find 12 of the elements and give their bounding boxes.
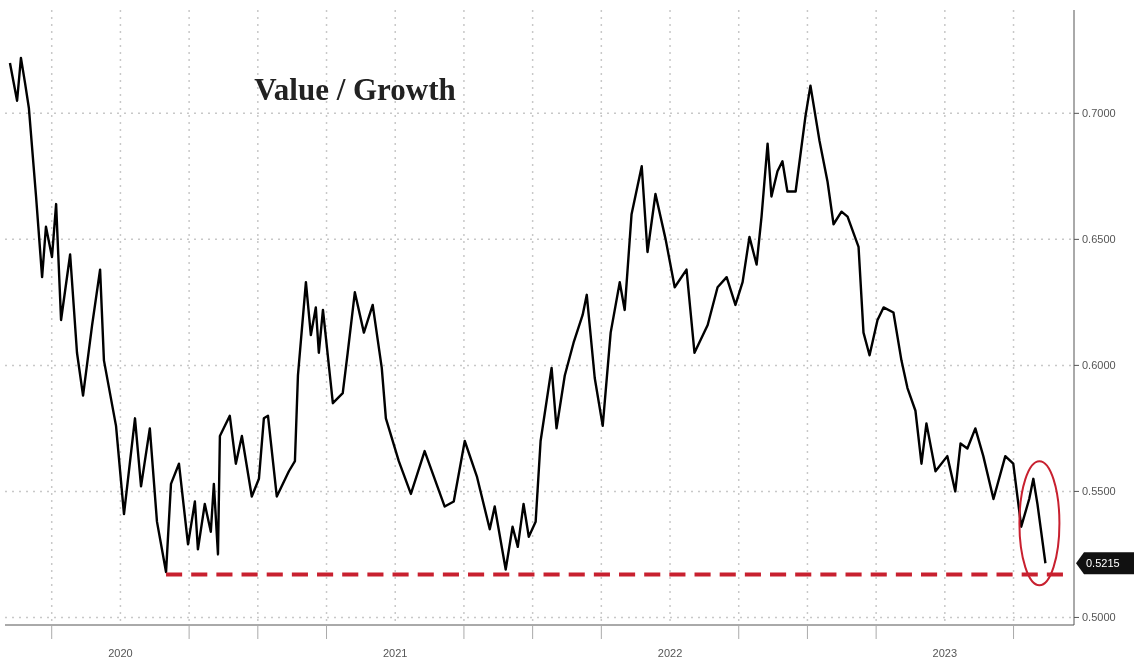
x-tick-label: 2020 [108, 647, 133, 659]
y-tick-label: 0.6000 [1082, 359, 1116, 372]
x-tick-label: 2022 [657, 647, 683, 659]
y-tick-label: 0.5000 [1082, 611, 1116, 624]
x-tick-label: 2021 [382, 647, 408, 659]
text: Value / Growth [254, 72, 456, 107]
text: 0.5215 [1086, 557, 1120, 570]
y-tick-label: 0.5500 [1082, 485, 1116, 498]
line-series [8, 56, 1047, 574]
x-tick-label: 2023 [932, 647, 958, 659]
y-tick-label: 0.6500 [1082, 233, 1116, 246]
y-tick-label: 0.7000 [1082, 107, 1116, 120]
